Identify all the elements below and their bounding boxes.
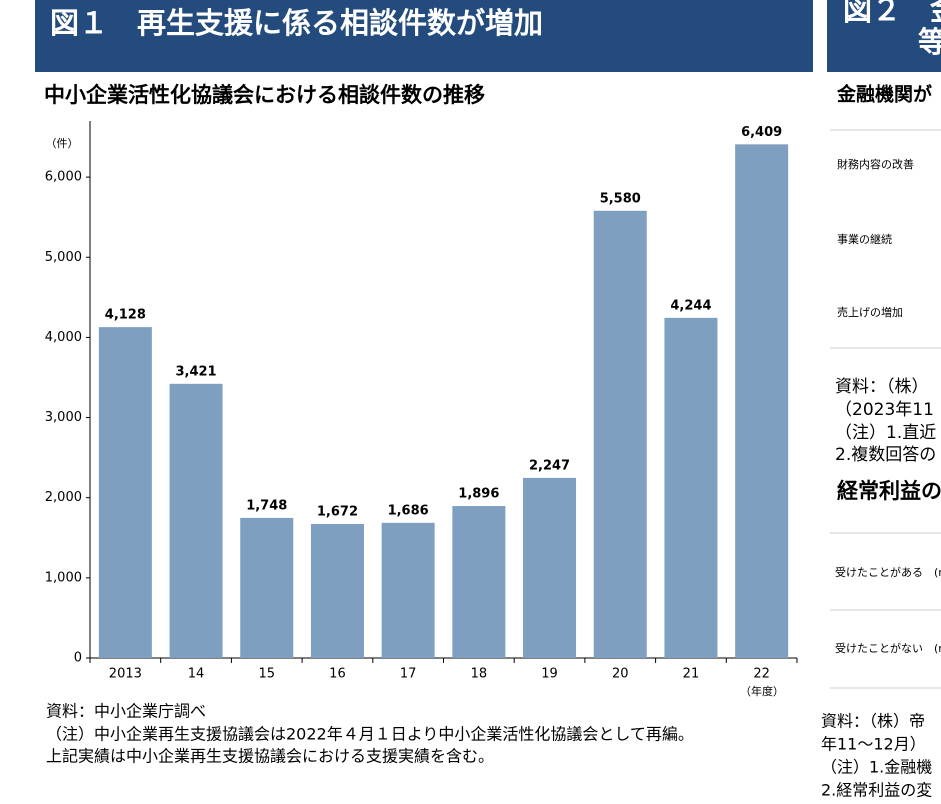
chart-title: 中小企業活性化協議会における相談件数の推移 [44, 83, 485, 107]
bar [381, 522, 435, 658]
y-unit: （件） [46, 137, 79, 150]
note: 2.経常利益の変 [821, 781, 932, 800]
x-tick-label: 18 [471, 667, 488, 682]
bar [452, 506, 506, 658]
note: （注）1.直近 [835, 423, 936, 443]
right-panel: 図２ 金 等 金融機関が 財務内容の改善 事業の継続 売上げの増加 資料：（株）… [821, 0, 941, 800]
y-tick-label: 0 [74, 651, 82, 666]
note: 資料：（株） [835, 377, 929, 397]
item: 受けたことがない (n [835, 641, 941, 655]
y-tick-label: 5,000 [45, 250, 82, 265]
x-tick-label: 20 [612, 667, 629, 682]
y-tick-label: 6,000 [45, 170, 82, 185]
x-tick-label: 22 [753, 667, 770, 682]
x-tick-label: 15 [258, 667, 275, 682]
figure-header: 図１ 再生支援に係る相談件数が増加 [50, 6, 543, 40]
bar [523, 477, 577, 658]
item: 財務内容の改善 [837, 157, 914, 171]
subtitle: 経常利益の [837, 479, 941, 503]
y-tick-label: 4,000 [45, 330, 82, 345]
bar [735, 144, 789, 658]
x-tick-label: 17 [400, 667, 417, 682]
x-tick-label: 2013 [109, 667, 142, 682]
bar [240, 517, 294, 658]
value-label: 4,128 [105, 308, 146, 323]
y-tick-label: 3,000 [45, 410, 82, 425]
value-label: 5,580 [600, 191, 641, 206]
x-tick-label: 16 [329, 667, 346, 682]
note: 資料：中小企業庁調べ [46, 702, 206, 721]
y-tick-label: 1,000 [45, 570, 82, 585]
subtitle: 金融機関が [836, 83, 932, 106]
value-label: 1,896 [458, 487, 499, 502]
value-label: 6,409 [741, 125, 782, 140]
value-label: 4,244 [670, 298, 711, 313]
item: 受けたことがある (n [835, 565, 941, 579]
x-tick-label: 19 [541, 667, 558, 682]
note: （注）中小企業再生支援協議会は2022年４月１日より中小企業活性化協議会として再… [46, 725, 694, 744]
bar [593, 210, 647, 659]
note: 資料：（株）帝 [821, 712, 925, 731]
y-tick-label: 2,000 [45, 490, 82, 505]
figure-header: 等 [918, 25, 941, 59]
value-label: 1,748 [246, 498, 287, 513]
note: 年11〜12月） [821, 735, 926, 754]
bar [98, 327, 152, 658]
value-label: 1,672 [317, 504, 358, 519]
figure-header: 図２ 金 [843, 0, 941, 27]
x-tick-label: 21 [683, 667, 700, 682]
value-label: 2,247 [529, 458, 570, 473]
value-label: 1,686 [388, 503, 429, 518]
note: （注）1.金融機 [821, 758, 932, 777]
note: （2023年11 [835, 400, 934, 420]
header-bar [827, 0, 941, 72]
bar [169, 383, 223, 658]
item: 売上げの増加 [837, 306, 903, 319]
item: 事業の継続 [837, 232, 892, 246]
x-unit: （年度） [740, 684, 784, 698]
x-tick-label: 14 [188, 667, 205, 682]
bar [310, 523, 364, 658]
value-label: 3,421 [175, 364, 216, 379]
header-bar [35, 0, 813, 72]
note: 2.複数回答の [835, 445, 936, 465]
bar [664, 317, 718, 658]
note: 上記実績は中小企業再生支援協議会における支援実績を含む。 [46, 747, 494, 766]
